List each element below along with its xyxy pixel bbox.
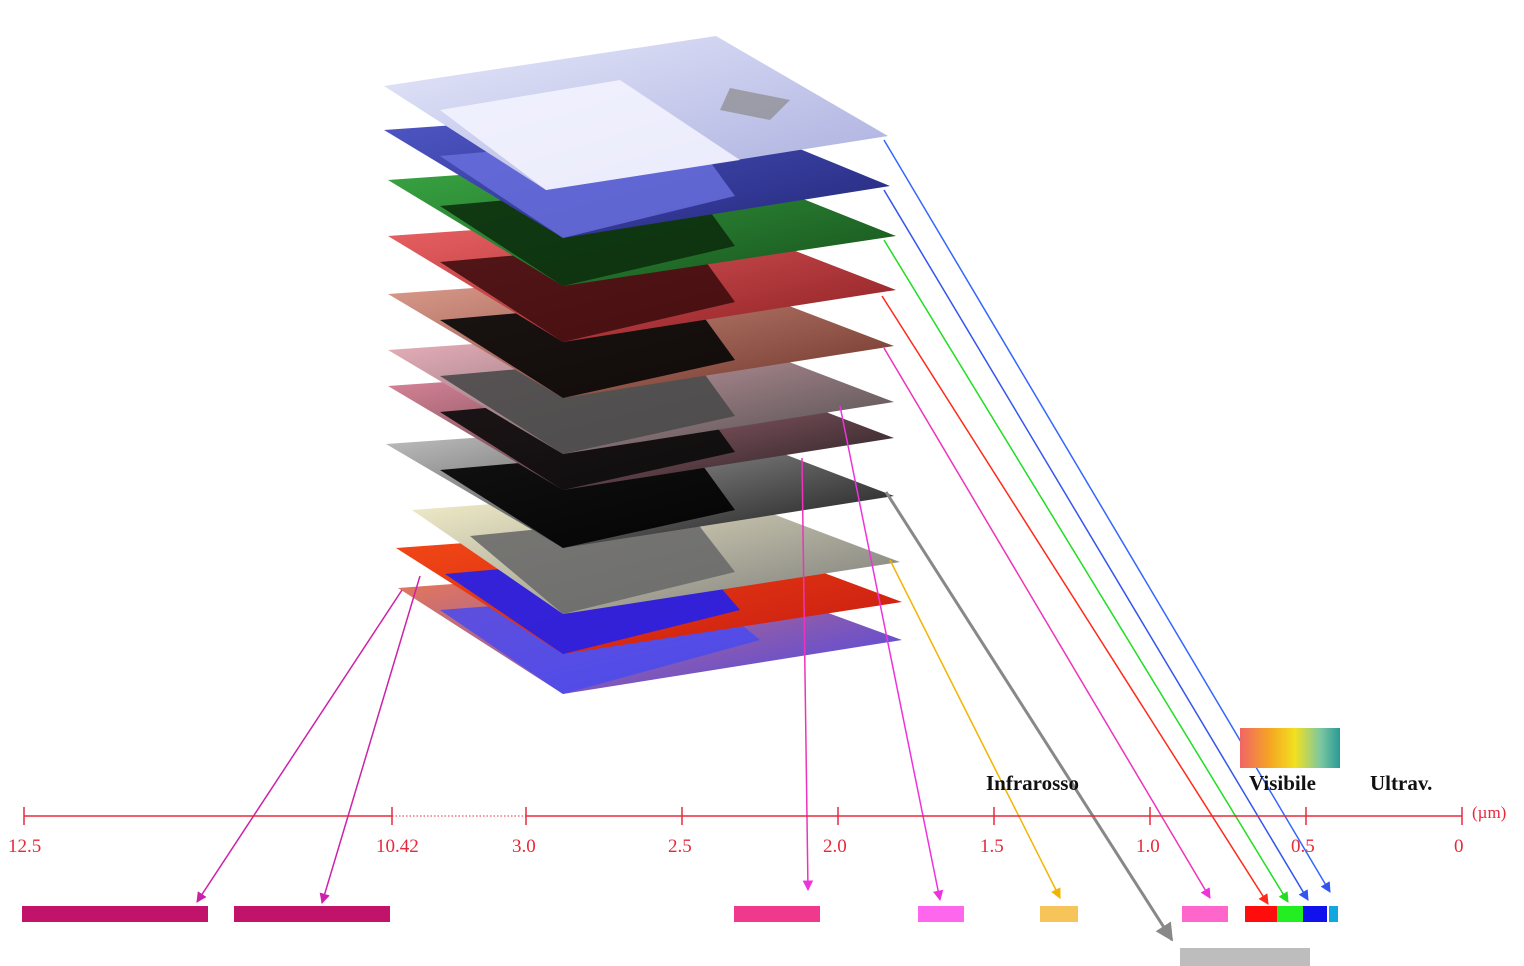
axis-ticks (23, 807, 1463, 825)
band-blue (1303, 906, 1327, 922)
layer-stack (384, 36, 902, 694)
band-coastal (1329, 906, 1338, 922)
region-ultraviolet-label: Ultrav. (1370, 771, 1432, 795)
band-swir-1 (918, 906, 964, 922)
tick-label-1-0: 1.0 (1136, 836, 1160, 857)
arrow-swir-1 (839, 405, 944, 902)
band-layer-1-shadow (720, 88, 790, 120)
tick-label-1-5: 1.5 (980, 836, 1004, 857)
visible-spectrum-swatch (1240, 728, 1340, 768)
arrow-thermal-2 (319, 575, 421, 905)
band-nir (1182, 906, 1228, 922)
band-green (1277, 906, 1303, 922)
arrow-blue (883, 189, 1309, 901)
tick-label-0-5: 0.5 (1291, 836, 1315, 857)
arrow-pan (884, 491, 1174, 942)
arrow-nir (883, 347, 1211, 899)
arrow-green (883, 239, 1289, 903)
tick-label-0: 0 (1454, 836, 1464, 857)
tick-label-12-5: 12.5 (8, 836, 41, 857)
band-connector-arrows (196, 139, 1331, 942)
arrow-cirrus (889, 559, 1061, 899)
spectral-bands (22, 906, 1338, 966)
region-visible-label: Visibile (1249, 771, 1316, 795)
band-layer-1-water (440, 80, 740, 190)
wavelength-axis: 12.5 10.42 3.0 2.5 2.0 1.5 1.0 0.5 0 (µm… (8, 803, 1506, 857)
arrow-thermal-1 (196, 589, 403, 903)
tick-label-2-0: 2.0 (823, 836, 847, 857)
arrow-red (881, 295, 1269, 905)
band-layer-9-water (470, 514, 735, 614)
band-red (1245, 906, 1277, 922)
band-thermal-2 (234, 906, 390, 922)
tick-label-10-42: 10.42 (376, 836, 419, 857)
tick-label-2-5: 2.5 (668, 836, 692, 857)
region-infrared-label: Infrarosso (986, 771, 1079, 795)
band-cirrus (1040, 906, 1078, 922)
arrow-swir-2 (801, 457, 814, 892)
axis-unit-label: (µm) (1472, 803, 1506, 822)
tick-label-3-0: 3.0 (512, 836, 536, 857)
band-thermal-1 (22, 906, 208, 922)
band-swir-2 (734, 906, 820, 922)
band-pan (1180, 948, 1310, 966)
